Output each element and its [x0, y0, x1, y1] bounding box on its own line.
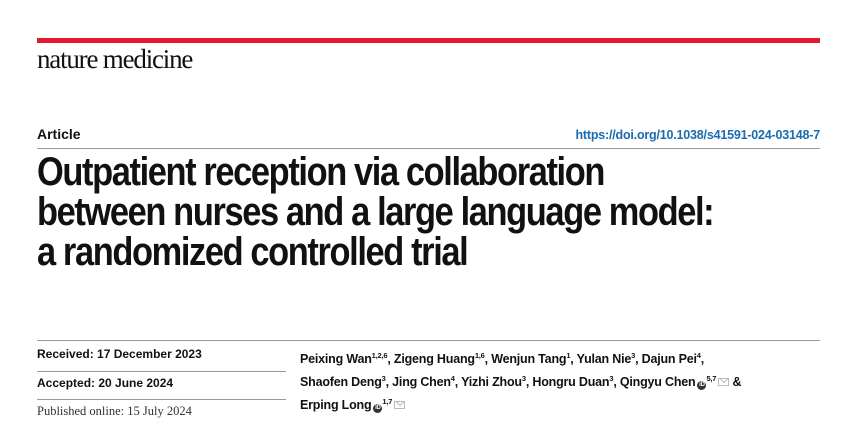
- affiliation-marker[interactable]: 4: [450, 374, 455, 383]
- article-title: Outpatient reception via collaboration b…: [37, 152, 811, 272]
- author-separator: ,: [387, 352, 394, 366]
- author: Yulan Nie3,: [576, 351, 642, 366]
- affiliation-marker[interactable]: 1,2,6: [371, 351, 388, 360]
- received-date: Received: 17 December 2023: [37, 347, 202, 361]
- doi-link[interactable]: https://doi.org/10.1038/s41591-024-03148…: [575, 128, 820, 142]
- affiliation-marker[interactable]: 4: [696, 351, 701, 360]
- divider: [37, 371, 286, 372]
- title-line: a randomized controlled trial: [37, 230, 469, 274]
- author-name[interactable]: Peixing Wan: [300, 352, 372, 366]
- author: Zigeng Huang1,6,: [393, 351, 492, 366]
- author-separator: ,: [700, 352, 705, 366]
- affiliation-marker[interactable]: 5,7: [706, 374, 717, 383]
- journal-logo[interactable]: nature medicine: [37, 44, 193, 74]
- divider: [37, 148, 820, 149]
- author-separator: &: [729, 375, 742, 389]
- affiliation-marker[interactable]: 3: [521, 374, 526, 383]
- author: Yizhi Zhou3,: [461, 374, 533, 389]
- author-separator: ,: [570, 352, 577, 366]
- brand-bar: [37, 38, 820, 43]
- author-name[interactable]: Qingyu Chen: [619, 375, 696, 389]
- affiliation-marker[interactable]: 1,7: [382, 397, 393, 406]
- author: Hongru Duan3,: [532, 374, 620, 389]
- envelope-icon[interactable]: [394, 401, 406, 409]
- author-name[interactable]: Yizhi Zhou: [461, 375, 522, 389]
- author: Erping Long iD1,7: [300, 397, 406, 413]
- orcid-icon[interactable]: iD: [697, 381, 707, 390]
- author-name[interactable]: Hongru Duan: [532, 375, 610, 389]
- divider: [37, 340, 820, 341]
- author-separator: ,: [454, 375, 462, 389]
- author-separator: ,: [385, 375, 393, 389]
- author: Wenjun Tang1,: [491, 351, 577, 366]
- affiliation-marker[interactable]: 3: [609, 374, 614, 383]
- affiliation-marker[interactable]: 3: [381, 374, 386, 383]
- author-list: Peixing Wan1,2,6, Zigeng Huang1,6, Wenju…: [300, 346, 825, 415]
- accepted-date: Accepted: 20 June 2024: [37, 376, 174, 390]
- affiliation-marker[interactable]: 1,6: [474, 351, 485, 360]
- author-separator: ,: [635, 352, 642, 366]
- author: Peixing Wan1,2,6,: [300, 351, 394, 366]
- orcid-icon[interactable]: iD: [373, 404, 383, 413]
- divider: [37, 399, 286, 400]
- author: Qingyu Chen iD5,7 &: [619, 374, 742, 390]
- author-name[interactable]: Zigeng Huang: [393, 352, 475, 366]
- published-date: Published online: 15 July 2024: [37, 404, 192, 418]
- author-name[interactable]: Wenjun Tang: [491, 352, 567, 366]
- author-name[interactable]: Erping Long: [300, 398, 372, 412]
- author-name[interactable]: Yulan Nie: [576, 352, 632, 366]
- envelope-icon[interactable]: [718, 378, 730, 386]
- title-line: Outpatient reception via collaboration: [37, 150, 605, 194]
- author: Shaofen Deng3,: [300, 374, 393, 389]
- article-type: Article: [37, 126, 81, 142]
- author-name[interactable]: Dajun Pei: [641, 352, 697, 366]
- author: Dajun Pei4,: [641, 351, 705, 366]
- author-separator: ,: [613, 375, 620, 389]
- affiliation-marker[interactable]: 3: [631, 351, 636, 360]
- affiliation-marker[interactable]: 1: [566, 351, 571, 360]
- title-line: between nurses and a large language mode…: [37, 190, 715, 234]
- author: Jing Chen4,: [392, 374, 462, 389]
- author-name[interactable]: Jing Chen: [392, 375, 451, 389]
- author-name[interactable]: Shaofen Deng: [300, 375, 382, 389]
- author-separator: ,: [484, 352, 492, 366]
- author-separator: ,: [525, 375, 533, 389]
